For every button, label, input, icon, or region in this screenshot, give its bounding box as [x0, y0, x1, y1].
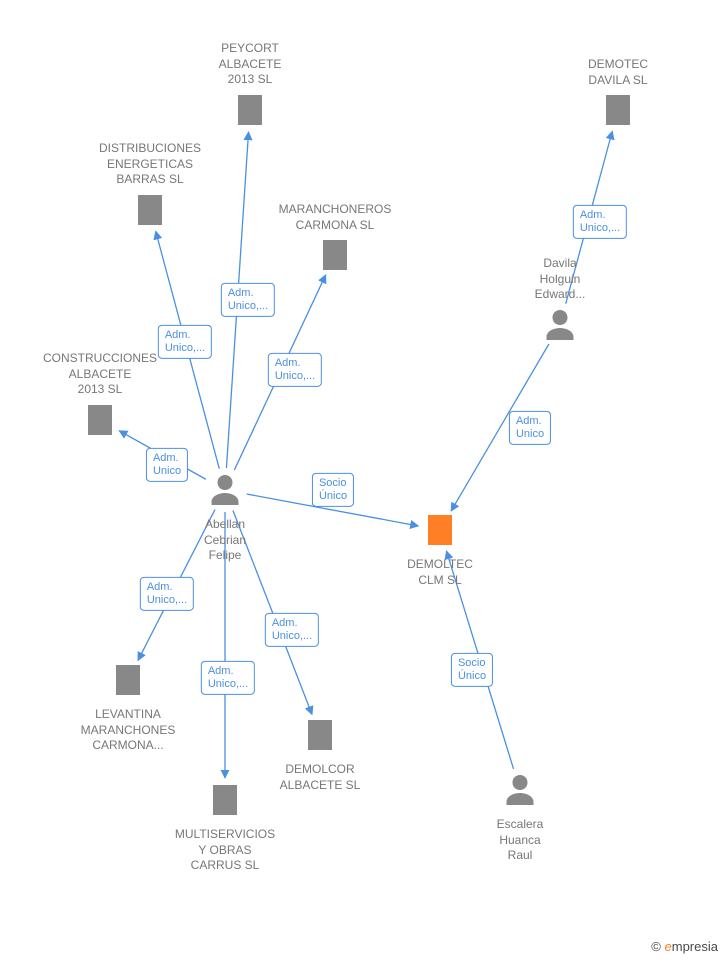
person-icon — [207, 472, 243, 508]
node-abellan[interactable]: Abellan Cebrian Felipe — [155, 472, 295, 564]
node-demolcor[interactable]: DEMOLCOR ALBACETE SL — [250, 717, 390, 793]
node-distrib[interactable]: DISTRIBUCIONES ENERGETICAS BARRAS SL — [80, 141, 220, 233]
building-icon — [317, 237, 353, 273]
node-escalera[interactable]: Escalera Huanca Raul — [450, 772, 590, 864]
node-label-abellan: Abellan Cebrian Felipe — [155, 517, 295, 564]
node-demotec[interactable]: DEMOTEC DAVILA SL — [548, 57, 688, 133]
node-label-maranchon: MARANCHONEROS CARMONA SL — [265, 202, 405, 233]
node-levantina[interactable]: LEVANTINA MARANCHONES CARMONA... — [58, 662, 198, 754]
node-davila[interactable]: Davila Holguin Edward... — [490, 256, 630, 348]
node-construc[interactable]: CONSTRUCCIONES ALBACETE 2013 SL — [30, 351, 170, 443]
node-label-construc: CONSTRUCCIONES ALBACETE 2013 SL — [30, 351, 170, 398]
building-icon — [82, 402, 118, 438]
node-label-davila: Davila Holguin Edward... — [490, 256, 630, 303]
node-label-levantina: LEVANTINA MARANCHONES CARMONA... — [58, 707, 198, 754]
edge-label-abellan-levantina: Adm. Unico,... — [140, 577, 194, 611]
building-icon — [232, 92, 268, 128]
node-multiserv[interactable]: MULTISERVICIOS Y OBRAS CARRUS SL — [155, 782, 295, 874]
brand-rest: mpresia — [672, 939, 718, 954]
edge-label-abellan-maranchon: Adm. Unico,... — [268, 353, 322, 387]
edge-label-abellan-demoltec: Socio Único — [312, 473, 354, 507]
node-demoltec[interactable]: DEMOLTEC CLM SL — [370, 512, 510, 588]
node-label-demolcor: DEMOLCOR ALBACETE SL — [250, 762, 390, 793]
edge-label-abellan-demolcor: Adm. Unico,... — [265, 613, 319, 647]
person-icon — [502, 772, 538, 808]
edge-label-davila-demoltec: Adm. Unico — [509, 411, 551, 445]
node-label-demoltec: DEMOLTEC CLM SL — [370, 557, 510, 588]
node-label-distrib: DISTRIBUCIONES ENERGETICAS BARRAS SL — [80, 141, 220, 188]
edge-label-davila-demotec: Adm. Unico,... — [573, 205, 627, 239]
node-label-demotec: DEMOTEC DAVILA SL — [548, 57, 688, 88]
edge-label-abellan-construc: Adm. Unico — [146, 448, 188, 482]
edge-label-abellan-distrib: Adm. Unico,... — [158, 325, 212, 359]
node-maranchon[interactable]: MARANCHONEROS CARMONA SL — [265, 202, 405, 278]
brand-first-letter: e — [665, 939, 672, 954]
building-icon — [600, 92, 636, 128]
building-icon — [422, 512, 458, 548]
edge-label-escalera-demoltec: Socio Único — [451, 653, 493, 687]
copyright-symbol: © — [651, 939, 661, 954]
building-icon — [207, 782, 243, 818]
building-icon — [132, 192, 168, 228]
node-peycort[interactable]: PEYCORT ALBACETE 2013 SL — [180, 41, 320, 133]
node-label-peycort: PEYCORT ALBACETE 2013 SL — [180, 41, 320, 88]
edge-label-abellan-peycort: Adm. Unico,... — [221, 283, 275, 317]
copyright: © empresia — [651, 939, 718, 954]
edge-label-abellan-multiserv: Adm. Unico,... — [201, 661, 255, 695]
building-icon — [302, 717, 338, 753]
building-icon — [110, 662, 146, 698]
node-label-multiserv: MULTISERVICIOS Y OBRAS CARRUS SL — [155, 827, 295, 874]
node-label-escalera: Escalera Huanca Raul — [450, 817, 590, 864]
person-icon — [542, 307, 578, 343]
